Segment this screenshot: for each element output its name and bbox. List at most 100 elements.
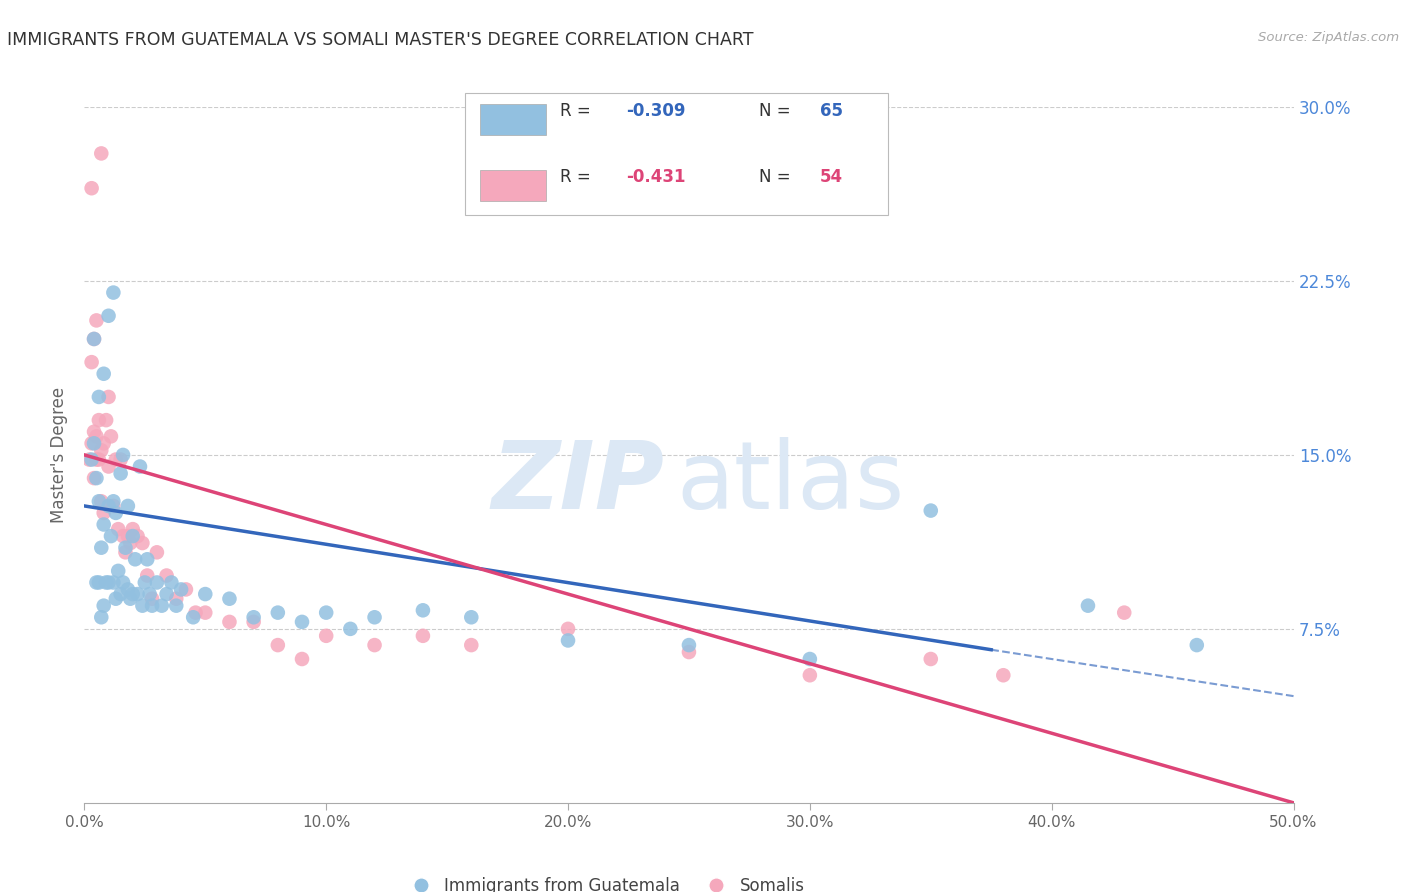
Text: -0.431: -0.431: [626, 168, 686, 186]
Point: [678, 638, 700, 652]
Point: [83, 332, 105, 346]
Point: [121, 529, 143, 543]
Point: [165, 599, 187, 613]
Point: [131, 599, 153, 613]
Point: [363, 610, 385, 624]
Point: [104, 452, 127, 467]
Point: [127, 529, 149, 543]
Point: [1114, 606, 1136, 620]
Point: [87, 390, 110, 404]
Point: [460, 638, 482, 652]
Text: N =: N =: [759, 168, 796, 186]
Point: [104, 591, 127, 606]
Point: [103, 499, 125, 513]
Text: 65: 65: [820, 102, 842, 120]
Point: [93, 599, 115, 613]
Point: [194, 606, 217, 620]
Point: [920, 503, 942, 517]
Point: [94, 413, 117, 427]
Point: [146, 545, 169, 559]
Point: [97, 390, 120, 404]
Point: [90, 146, 112, 161]
Point: [87, 575, 110, 590]
Point: [129, 459, 152, 474]
Point: [86, 575, 108, 590]
Point: [993, 668, 1015, 682]
FancyBboxPatch shape: [479, 103, 547, 135]
Point: [146, 575, 169, 590]
Point: [315, 606, 337, 620]
FancyBboxPatch shape: [479, 169, 547, 201]
Point: [90, 443, 112, 458]
Point: [136, 552, 159, 566]
Point: [104, 506, 127, 520]
Point: [110, 587, 132, 601]
Text: ZIP: ZIP: [492, 437, 665, 529]
Point: [315, 629, 337, 643]
Point: [920, 652, 942, 666]
Point: [218, 591, 240, 606]
Point: [412, 603, 434, 617]
Point: [97, 309, 120, 323]
Point: [112, 529, 135, 543]
Point: [121, 522, 143, 536]
Point: [83, 332, 105, 346]
Point: [100, 429, 122, 443]
Text: IMMIGRANTS FROM GUATEMALA VS SOMALI MASTER'S DEGREE CORRELATION CHART: IMMIGRANTS FROM GUATEMALA VS SOMALI MAST…: [7, 31, 754, 49]
Point: [90, 541, 112, 555]
Point: [112, 575, 135, 590]
Point: [131, 536, 153, 550]
Point: [107, 522, 129, 536]
Point: [97, 575, 120, 590]
Point: [77, 452, 100, 467]
Point: [93, 436, 115, 450]
Point: [218, 615, 240, 629]
Point: [80, 436, 103, 450]
Point: [412, 629, 434, 643]
Text: Source: ZipAtlas.com: Source: ZipAtlas.com: [1258, 31, 1399, 45]
Point: [184, 606, 207, 620]
Point: [242, 610, 264, 624]
Point: [117, 529, 139, 543]
Point: [87, 494, 110, 508]
Point: [86, 471, 108, 485]
Point: [1185, 638, 1208, 652]
Point: [110, 452, 132, 467]
Point: [242, 615, 264, 629]
Point: [114, 545, 136, 559]
Point: [363, 638, 385, 652]
Point: [107, 564, 129, 578]
Point: [291, 652, 314, 666]
Point: [103, 494, 125, 508]
Point: [557, 622, 579, 636]
Point: [117, 499, 139, 513]
Point: [557, 633, 579, 648]
Point: [80, 181, 103, 195]
Point: [90, 494, 112, 508]
Text: atlas: atlas: [676, 437, 905, 529]
Point: [267, 606, 290, 620]
Point: [160, 575, 183, 590]
Point: [174, 582, 197, 597]
Point: [80, 355, 103, 369]
Point: [93, 506, 115, 520]
Point: [181, 610, 204, 624]
Point: [155, 568, 177, 582]
Point: [93, 517, 115, 532]
Point: [141, 599, 163, 613]
Point: [799, 652, 821, 666]
Point: [291, 615, 314, 629]
Point: [83, 471, 105, 485]
Point: [117, 582, 139, 597]
Text: 54: 54: [820, 168, 842, 186]
Point: [80, 452, 103, 467]
Point: [799, 668, 821, 682]
Point: [94, 575, 117, 590]
Text: R =: R =: [560, 102, 596, 120]
Point: [100, 529, 122, 543]
Point: [110, 467, 132, 481]
Point: [138, 587, 160, 601]
Point: [86, 452, 108, 467]
Y-axis label: Master's Degree: Master's Degree: [51, 387, 69, 523]
Point: [86, 429, 108, 443]
